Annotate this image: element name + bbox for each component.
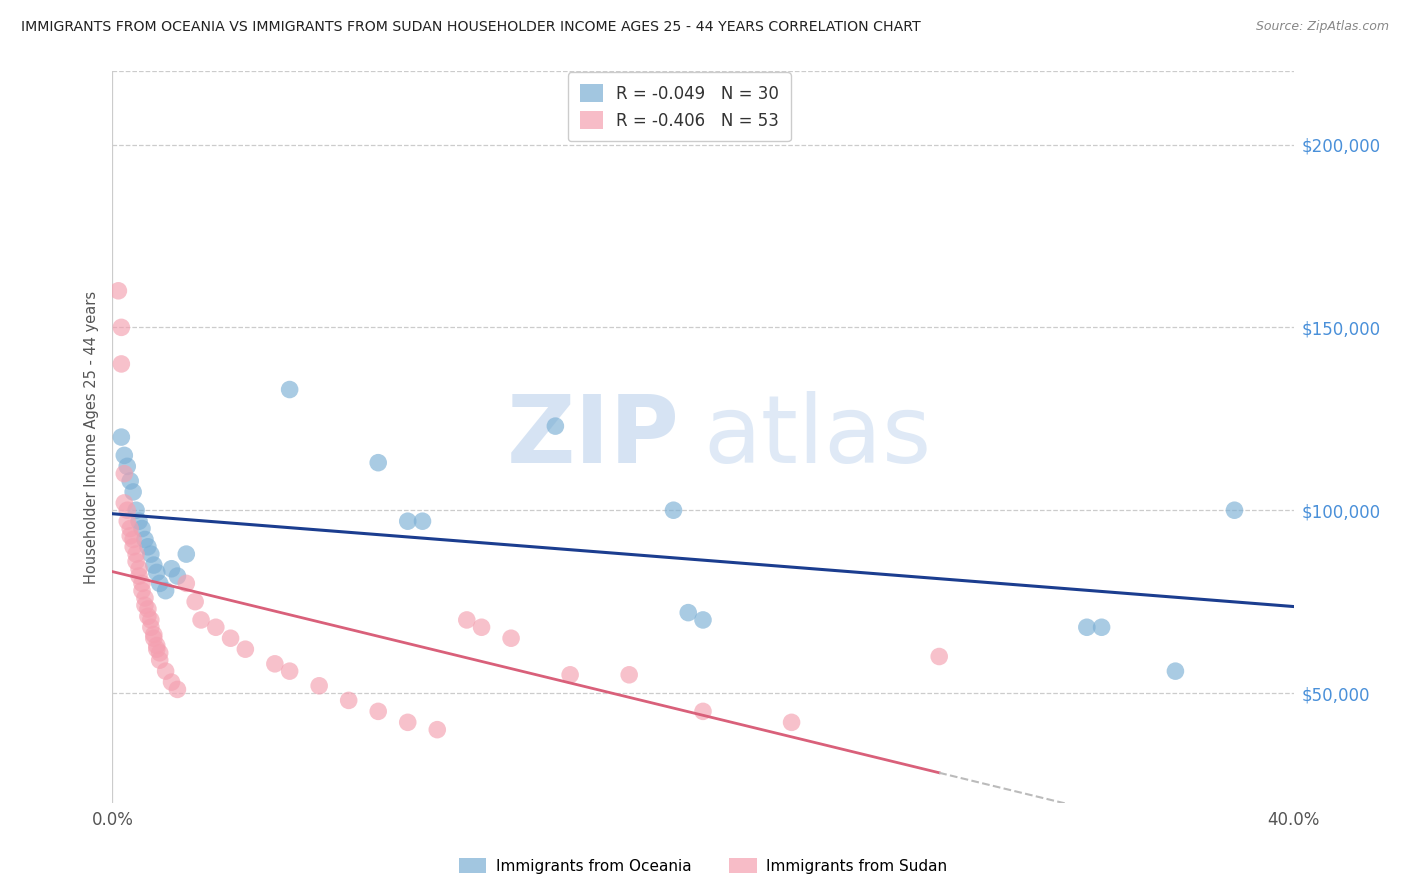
Point [396,514,419,528]
Point [501,632,523,646]
Point [136,602,159,616]
Point [780,715,803,730]
Point [149,653,172,667]
Point [558,667,582,681]
Point [544,419,567,434]
Point [411,514,433,528]
Point [219,632,242,646]
Point [190,613,212,627]
Point [1091,620,1114,634]
Point [139,620,162,634]
Point [155,664,177,678]
Point [456,613,478,627]
Point [155,583,177,598]
Point [1164,664,1187,678]
Point [142,558,165,573]
Point [125,547,148,561]
Point [1076,620,1098,634]
Point [120,474,142,488]
Point [149,646,172,660]
Point [142,632,165,646]
Point [136,540,159,554]
Point [160,562,183,576]
Point [1223,503,1246,517]
Y-axis label: Householder Income Ages 25 - 44 years: Householder Income Ages 25 - 44 years [84,291,100,583]
Legend: R = -0.049   N = 30, R = -0.406   N = 53: R = -0.049 N = 30, R = -0.406 N = 53 [568,72,790,141]
Text: atlas: atlas [703,391,931,483]
Point [174,547,197,561]
Point [125,554,148,568]
Point [678,606,700,620]
Text: IMMIGRANTS FROM OCEANIA VS IMMIGRANTS FROM SUDAN HOUSEHOLDER INCOME AGES 25 - 44: IMMIGRANTS FROM OCEANIA VS IMMIGRANTS FR… [21,20,921,34]
Point [264,657,287,671]
Point [134,591,156,605]
Point [619,667,641,681]
Point [134,533,156,547]
Point [139,547,162,561]
Point [692,705,714,719]
Point [110,320,132,334]
Point [117,514,138,528]
Point [125,503,148,517]
Point [112,496,135,510]
Point [149,576,172,591]
Point [139,613,162,627]
Point [142,627,165,641]
Point [120,521,142,535]
Point [367,705,389,719]
Point [112,448,135,462]
Point [117,459,138,474]
Point [367,456,389,470]
Point [128,569,150,583]
Point [184,594,207,608]
Point [160,675,183,690]
Point [131,521,153,535]
Point [110,430,132,444]
Point [134,599,156,613]
Point [337,693,360,707]
Point [117,503,138,517]
Text: ZIP: ZIP [506,391,679,483]
Point [128,562,150,576]
Point [107,284,129,298]
Point [308,679,330,693]
Point [110,357,132,371]
Point [122,540,145,554]
Point [131,583,153,598]
Point [278,383,301,397]
Point [662,503,685,517]
Point [166,682,188,697]
Point [131,576,153,591]
Point [128,514,150,528]
Point [396,715,419,730]
Legend: Immigrants from Oceania, Immigrants from Sudan: Immigrants from Oceania, Immigrants from… [453,852,953,880]
Point [233,642,256,657]
Point [470,620,494,634]
Point [166,569,188,583]
Point [112,467,135,481]
Point [205,620,228,634]
Point [122,533,145,547]
Point [146,642,169,657]
Text: Source: ZipAtlas.com: Source: ZipAtlas.com [1256,20,1389,33]
Point [928,649,950,664]
Point [692,613,714,627]
Point [426,723,449,737]
Point [146,639,169,653]
Point [122,485,145,500]
Point [136,609,159,624]
Point [278,664,301,678]
Point [174,576,197,591]
Point [146,566,169,580]
Point [120,529,142,543]
